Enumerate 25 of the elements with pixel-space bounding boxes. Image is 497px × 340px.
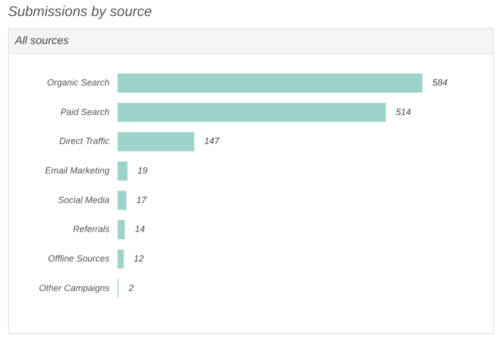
chart-title: Submissions by source <box>8 3 152 19</box>
bar <box>118 220 125 240</box>
data-label: 147 <box>204 136 220 146</box>
y-tick-label: Offline Sources <box>48 254 110 264</box>
data-label: 17 <box>136 194 148 205</box>
chart-subtitle: All sources <box>9 29 493 54</box>
bar <box>118 162 128 181</box>
bar <box>118 190 126 210</box>
y-tick-label: Paid Search <box>60 106 110 117</box>
bar <box>118 249 124 269</box>
data-label: 514 <box>396 106 411 117</box>
bar <box>118 74 422 93</box>
bar <box>118 102 386 122</box>
data-label: 12 <box>134 254 144 264</box>
data-label: 14 <box>134 224 145 234</box>
data-label: 2 <box>128 282 134 293</box>
y-tick-label: Social Media <box>58 194 110 205</box>
y-tick-label: Referrals <box>73 224 110 234</box>
data-label: 584 <box>432 78 448 88</box>
y-tick-label: Organic Search <box>47 78 110 88</box>
y-tick-label: Email Marketing <box>45 166 110 176</box>
y-tick-label: Other Campaigns <box>38 282 110 293</box>
bar <box>118 132 194 152</box>
y-tick-label: Direct Traffic <box>59 136 110 146</box>
data-label: 19 <box>137 166 148 176</box>
